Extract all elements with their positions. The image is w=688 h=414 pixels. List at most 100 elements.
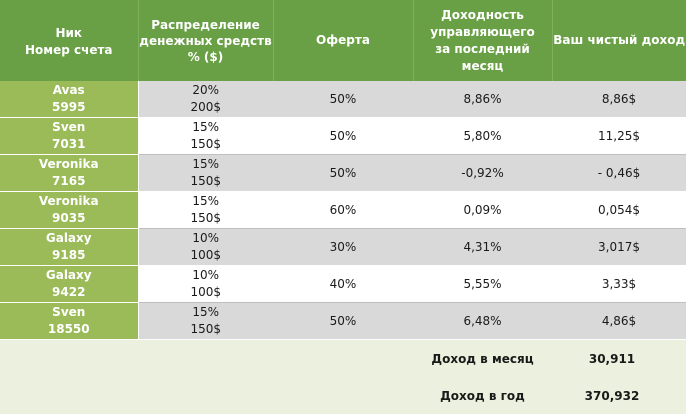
distribution-cell: 20% 200$	[138, 81, 273, 118]
nick-name: Galaxy	[45, 231, 92, 245]
net-income-cell: 8,86$	[552, 81, 686, 118]
header-net-income: Ваш чистый доход	[552, 0, 686, 81]
header-yield: Доходность управляющего за последний мес…	[413, 0, 553, 81]
distribution-percent: 15%	[192, 120, 220, 134]
yield-cell: 8,86%	[413, 81, 552, 118]
table-row: Sven 7031 15% 150$ 50% 5,80% 11,25$	[0, 117, 686, 155]
yield-cell: 4,31%	[413, 228, 552, 266]
header-nick-line2: Номер счета	[24, 42, 113, 57]
header-yield-line3: за последний	[435, 41, 530, 56]
account-number: 9422	[52, 285, 86, 299]
distribution-percent: 15%	[192, 194, 220, 208]
distribution-cell: 10% 100$	[138, 265, 273, 303]
nick-cell: Veronika 9035	[0, 191, 139, 229]
header-yield-line1: Доходность	[441, 7, 524, 22]
yield-cell: 5,55%	[413, 265, 552, 303]
net-income-cell: 11,25$	[552, 117, 686, 155]
net-income-cell: 0,054$	[552, 191, 686, 229]
total-spacer	[273, 377, 413, 414]
offer-cell: 50%	[273, 302, 413, 340]
header-distribution-line1: Распределение	[151, 17, 260, 32]
nick-name: Sven	[52, 120, 86, 134]
distribution-amount: 150$	[190, 322, 222, 336]
distribution-amount: 150$	[190, 137, 222, 151]
table-row: Galaxy 9185 10% 100$ 30% 4,31% 3,017$	[0, 228, 686, 266]
offer-cell: 60%	[273, 191, 413, 229]
distribution-percent: 15%	[192, 305, 220, 319]
total-spacer	[0, 377, 138, 414]
monthly-total-row: Доход в месяц 30,911	[0, 339, 686, 377]
nick-name: Sven	[52, 305, 86, 319]
distribution-percent: 15%	[192, 157, 220, 171]
header-distribution-line2: денежных средств	[139, 33, 272, 48]
distribution-amount: 100$	[190, 285, 222, 299]
nick-cell: Veronika 7165	[0, 154, 139, 192]
account-number: 9035	[52, 211, 86, 225]
yearly-income-value: 370,932	[552, 377, 686, 414]
header-yield-line2: управляющего	[430, 24, 535, 39]
account-number: 18550	[47, 322, 90, 336]
header-distribution-line3: % ($)	[187, 49, 224, 64]
header-offer-label: Оферта	[316, 33, 370, 47]
table-row: Sven 18550 15% 150$ 50% 6,48% 4,86$	[0, 302, 686, 340]
nick-name: Galaxy	[45, 268, 92, 282]
distribution-amount: 150$	[190, 174, 222, 188]
nick-name: Veronika	[38, 194, 99, 208]
nick-cell: Galaxy 9422	[0, 265, 139, 303]
yield-cell: 5,80%	[413, 117, 552, 155]
account-number: 7165	[52, 174, 86, 188]
header-nick: Ник Номер счета	[0, 0, 139, 81]
header-offer: Оферта	[273, 0, 414, 81]
distribution-cell: 15% 150$	[138, 191, 273, 229]
distribution-amount: 150$	[190, 211, 222, 225]
distribution-cell: 15% 150$	[138, 154, 273, 192]
nick-cell: Avas 5995	[0, 81, 139, 118]
yield-cell: -0,92%	[413, 154, 552, 192]
account-number: 5995	[52, 100, 86, 114]
nick-cell: Sven 18550	[0, 302, 139, 340]
net-income-cell: 3,017$	[552, 228, 686, 266]
yearly-total-row: Доход в год 370,932	[0, 377, 686, 414]
header-distribution: Распределение денежных средств % ($)	[138, 0, 274, 81]
table-row: Avas 5995 20% 200$ 50% 8,86% 8,86$	[0, 81, 686, 118]
header-net-income-label: Ваш чистый доход	[553, 33, 686, 47]
header-nick-line1: Ник	[55, 25, 83, 40]
total-spacer	[0, 339, 138, 377]
account-number: 9185	[52, 248, 86, 262]
distribution-amount: 100$	[190, 248, 222, 262]
distribution-cell: 10% 100$	[138, 228, 273, 266]
distribution-percent: 10%	[192, 268, 220, 282]
nick-cell: Sven 7031	[0, 117, 139, 155]
total-spacer	[138, 377, 273, 414]
table-row: Veronika 7165 15% 150$ 50% -0,92% - 0,46…	[0, 154, 686, 192]
nick-cell: Galaxy 9185	[0, 228, 139, 266]
yield-cell: 6,48%	[413, 302, 552, 340]
total-spacer	[273, 339, 413, 377]
offer-cell: 50%	[273, 81, 413, 118]
distribution-percent: 10%	[192, 231, 220, 245]
distribution-percent: 20%	[192, 83, 220, 97]
distribution-cell: 15% 150$	[138, 302, 273, 340]
yield-cell: 0,09%	[413, 191, 552, 229]
header-row: Ник Номер счета Распределение денежных с…	[0, 0, 686, 81]
account-number: 7031	[52, 137, 86, 151]
yearly-income-label: Доход в год	[413, 377, 552, 414]
net-income-cell: 4,86$	[552, 302, 686, 340]
nick-name: Veronika	[38, 157, 99, 171]
distribution-cell: 15% 150$	[138, 117, 273, 155]
table-row: Galaxy 9422 10% 100$ 40% 5,55% 3,33$	[0, 265, 686, 303]
total-spacer	[138, 339, 273, 377]
table-row: Veronika 9035 15% 150$ 60% 0,09% 0,054$	[0, 191, 686, 229]
offer-cell: 30%	[273, 228, 413, 266]
net-income-cell: - 0,46$	[552, 154, 686, 192]
offer-cell: 50%	[273, 117, 413, 155]
nick-name: Avas	[52, 83, 85, 97]
monthly-income-label: Доход в месяц	[413, 339, 552, 377]
distribution-amount: 200$	[190, 100, 222, 114]
offer-cell: 50%	[273, 154, 413, 192]
header-yield-line4: месяц	[461, 58, 504, 73]
monthly-income-value: 30,911	[552, 339, 686, 377]
offer-cell: 40%	[273, 265, 413, 303]
